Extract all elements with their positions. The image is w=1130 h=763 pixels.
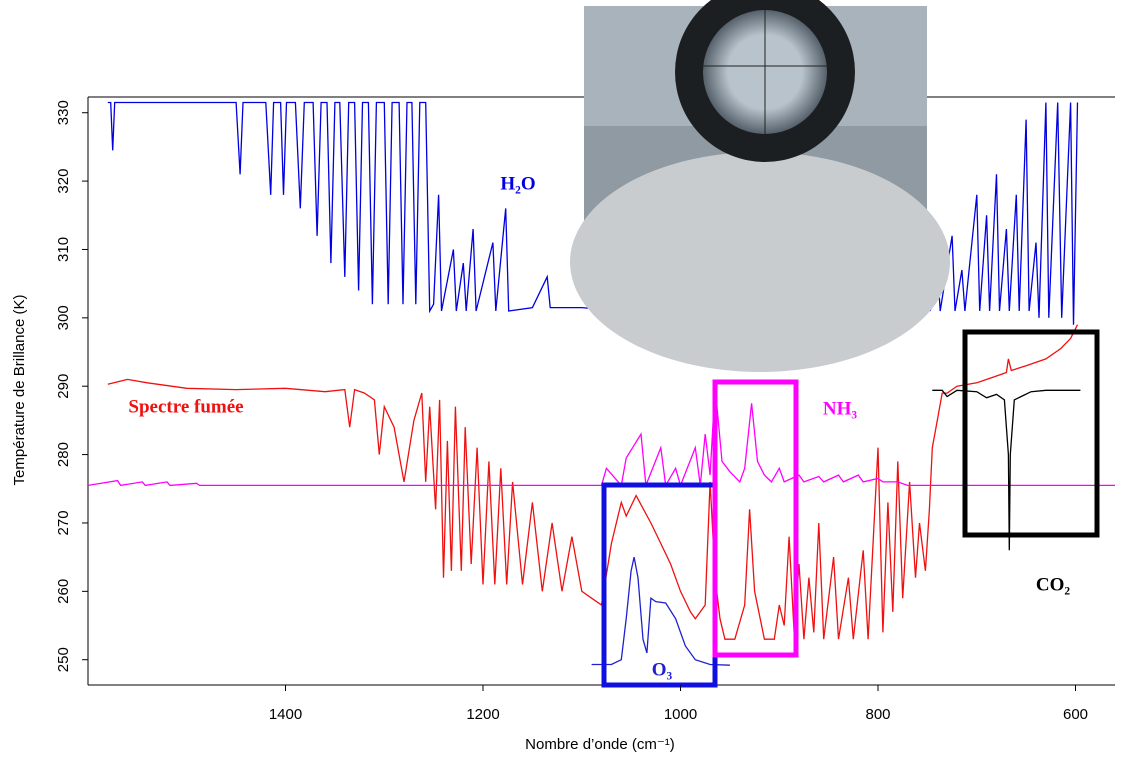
y-tick-label: 250 <box>55 647 72 672</box>
series-label: NH₃ <box>823 398 858 419</box>
series-line <box>107 324 1079 640</box>
x-tick-label: 600 <box>1063 706 1088 723</box>
y-tick-label: 290 <box>55 374 72 399</box>
y-tick-label: 310 <box>55 237 72 262</box>
x-tick-label: 800 <box>865 706 890 723</box>
o3-box <box>601 482 718 688</box>
series-line <box>932 389 1081 551</box>
series-line <box>591 556 730 666</box>
y-tick-label: 260 <box>55 579 72 604</box>
series-label: H₂O <box>500 173 535 194</box>
y-tick-label: 280 <box>55 442 72 467</box>
x-tick-label: 1400 <box>269 706 302 723</box>
series-line <box>107 101 1079 325</box>
y-tick-label: 300 <box>55 305 72 330</box>
nh3-box <box>712 379 799 658</box>
y-axis-label: Température de Brillance (K) <box>11 295 28 486</box>
series-label: O₃ <box>652 659 673 680</box>
series-label: Spectre fumée <box>128 396 243 417</box>
series-label: CO₂ <box>1036 574 1071 595</box>
x-tick-label: 1200 <box>466 706 499 723</box>
y-tick-label: 330 <box>55 100 72 125</box>
inset-photo <box>570 0 950 372</box>
y-tick-label: 320 <box>55 169 72 194</box>
x-axis-label: Nombre d’onde (cm⁻¹) <box>525 736 675 753</box>
x-tick-label: 1000 <box>664 706 697 723</box>
y-tick-label: 270 <box>55 510 72 535</box>
co2-box <box>962 329 1100 538</box>
